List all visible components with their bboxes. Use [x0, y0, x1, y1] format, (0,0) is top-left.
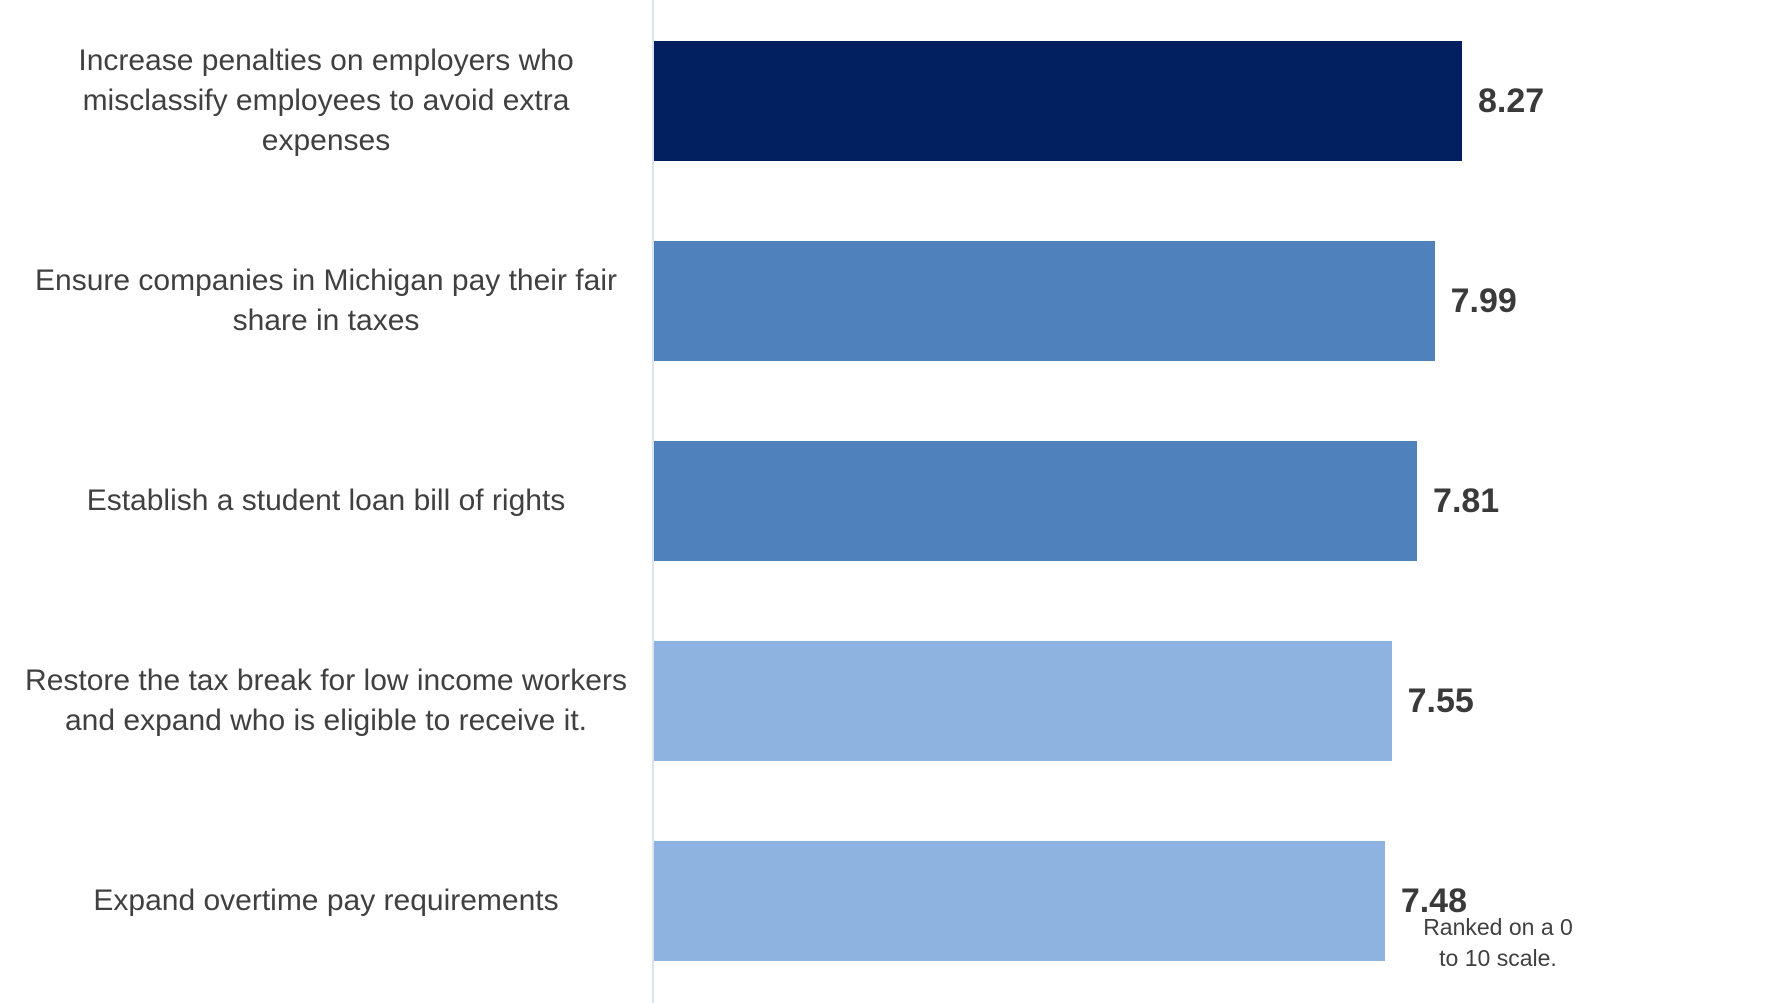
category-label-5: Expand overtime pay requirements — [93, 884, 559, 917]
value-label-4: 7.55 — [1407, 682, 1474, 720]
bar-2 — [654, 241, 1435, 361]
value-label-3: 7.81 — [1433, 482, 1500, 520]
bar-3 — [654, 441, 1418, 561]
category-label-2: Ensure companies in Michigan pay their f… — [35, 264, 617, 337]
scale-note: Ranked on a 0 to 10 scale. — [1423, 914, 1573, 971]
bar-1 — [654, 41, 1462, 161]
bar-5 — [654, 841, 1385, 961]
bar-4 — [654, 641, 1392, 761]
value-label-2: 7.99 — [1450, 282, 1517, 320]
value-label-5: 7.48 — [1400, 882, 1467, 920]
category-axis-line — [652, 0, 654, 1003]
category-label-1: Increase penalties on employers who misc… — [78, 44, 574, 157]
category-label-3: Establish a student loan bill of rights — [86, 484, 566, 517]
category-label-4: Restore the tax break for low income wor… — [25, 664, 627, 737]
value-label-1: 8.27 — [1478, 82, 1545, 120]
